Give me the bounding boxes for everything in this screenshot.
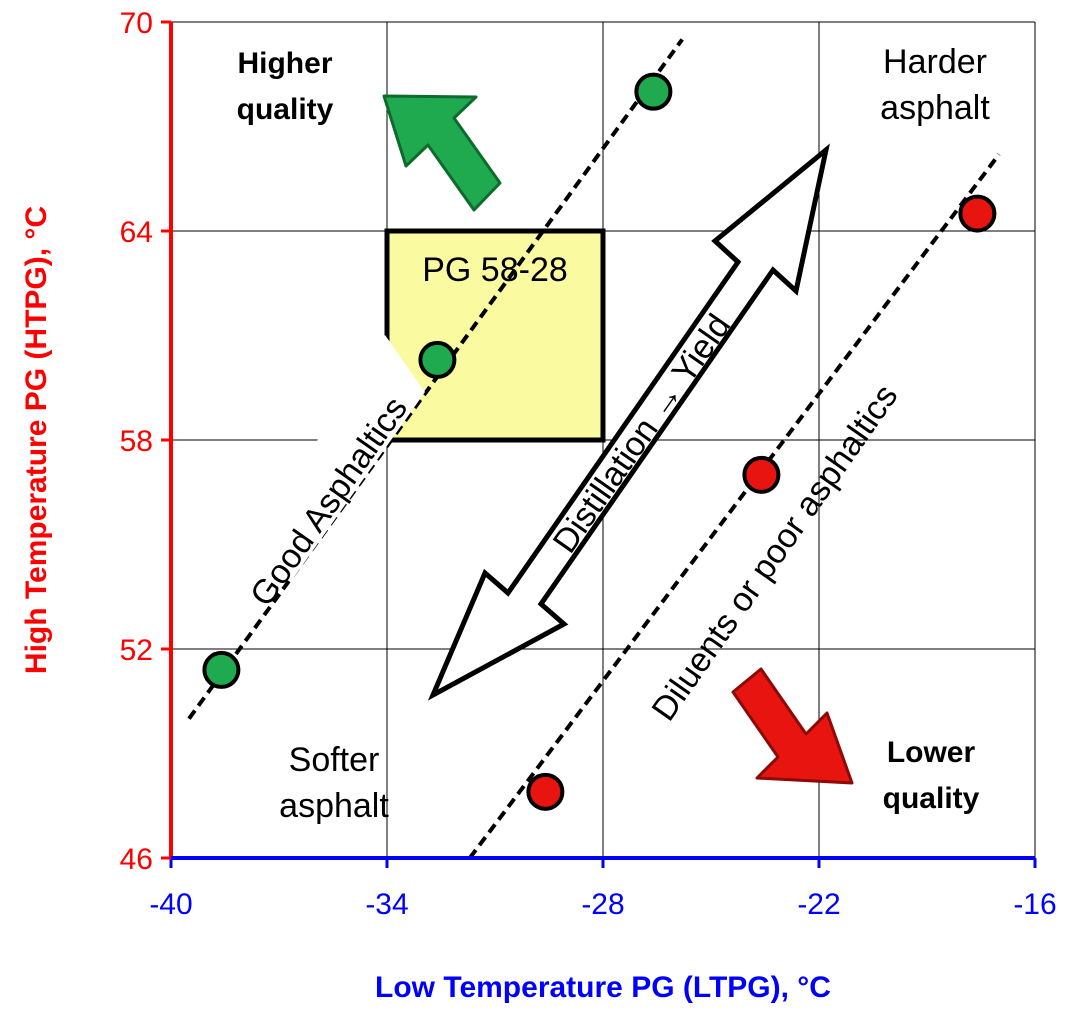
data-point (526, 772, 565, 811)
data-point (418, 340, 457, 379)
x-tick-label: -16 (1013, 888, 1056, 921)
harder-asphalt-label: Harder asphalt (880, 43, 990, 127)
diluents-label: Diluents or poor asphaltics (645, 378, 906, 728)
trend-line (468, 153, 1001, 858)
y-tick-label: 70 (120, 7, 153, 40)
higher-quality-arrow (382, 94, 502, 212)
data-point (634, 72, 673, 111)
good-asphaltics-label-backdrop (250, 335, 425, 580)
lower-quality-label: Lower quality (883, 736, 980, 815)
higher-quality-label: Higher quality (237, 47, 334, 126)
pg-58-28-box (384, 228, 606, 443)
x-tick-label: -22 (797, 888, 840, 921)
y-tick-label: 64 (120, 216, 153, 249)
x-tick-label: -28 (581, 888, 624, 921)
x-axis-title: Low Temperature PG (LTPG), °C (375, 971, 831, 1004)
lower-quality-arrow (731, 667, 854, 785)
data-point (202, 650, 241, 689)
axis-ticks: -40 -34 -28 -22 -16 46 52 58 64 70 (120, 7, 1057, 921)
data-point (742, 455, 781, 494)
trend-line (187, 38, 684, 720)
y-axis-title: High Temperature PG (HTPG), °C (20, 206, 53, 674)
y-tick-label: 46 (120, 843, 153, 876)
pg-58-28-label: PG 58-28 (422, 251, 568, 289)
y-tick-label: 52 (120, 634, 153, 667)
data-points (202, 72, 997, 811)
x-tick-label: -34 (365, 888, 408, 921)
y-tick-label: 58 (120, 425, 153, 458)
distillation-double-arrow (427, 143, 830, 701)
softer-asphalt-label: Softer asphalt (279, 741, 389, 825)
x-tick-label: -40 (149, 888, 192, 921)
trend-lines (187, 38, 1001, 858)
data-point (958, 194, 997, 233)
